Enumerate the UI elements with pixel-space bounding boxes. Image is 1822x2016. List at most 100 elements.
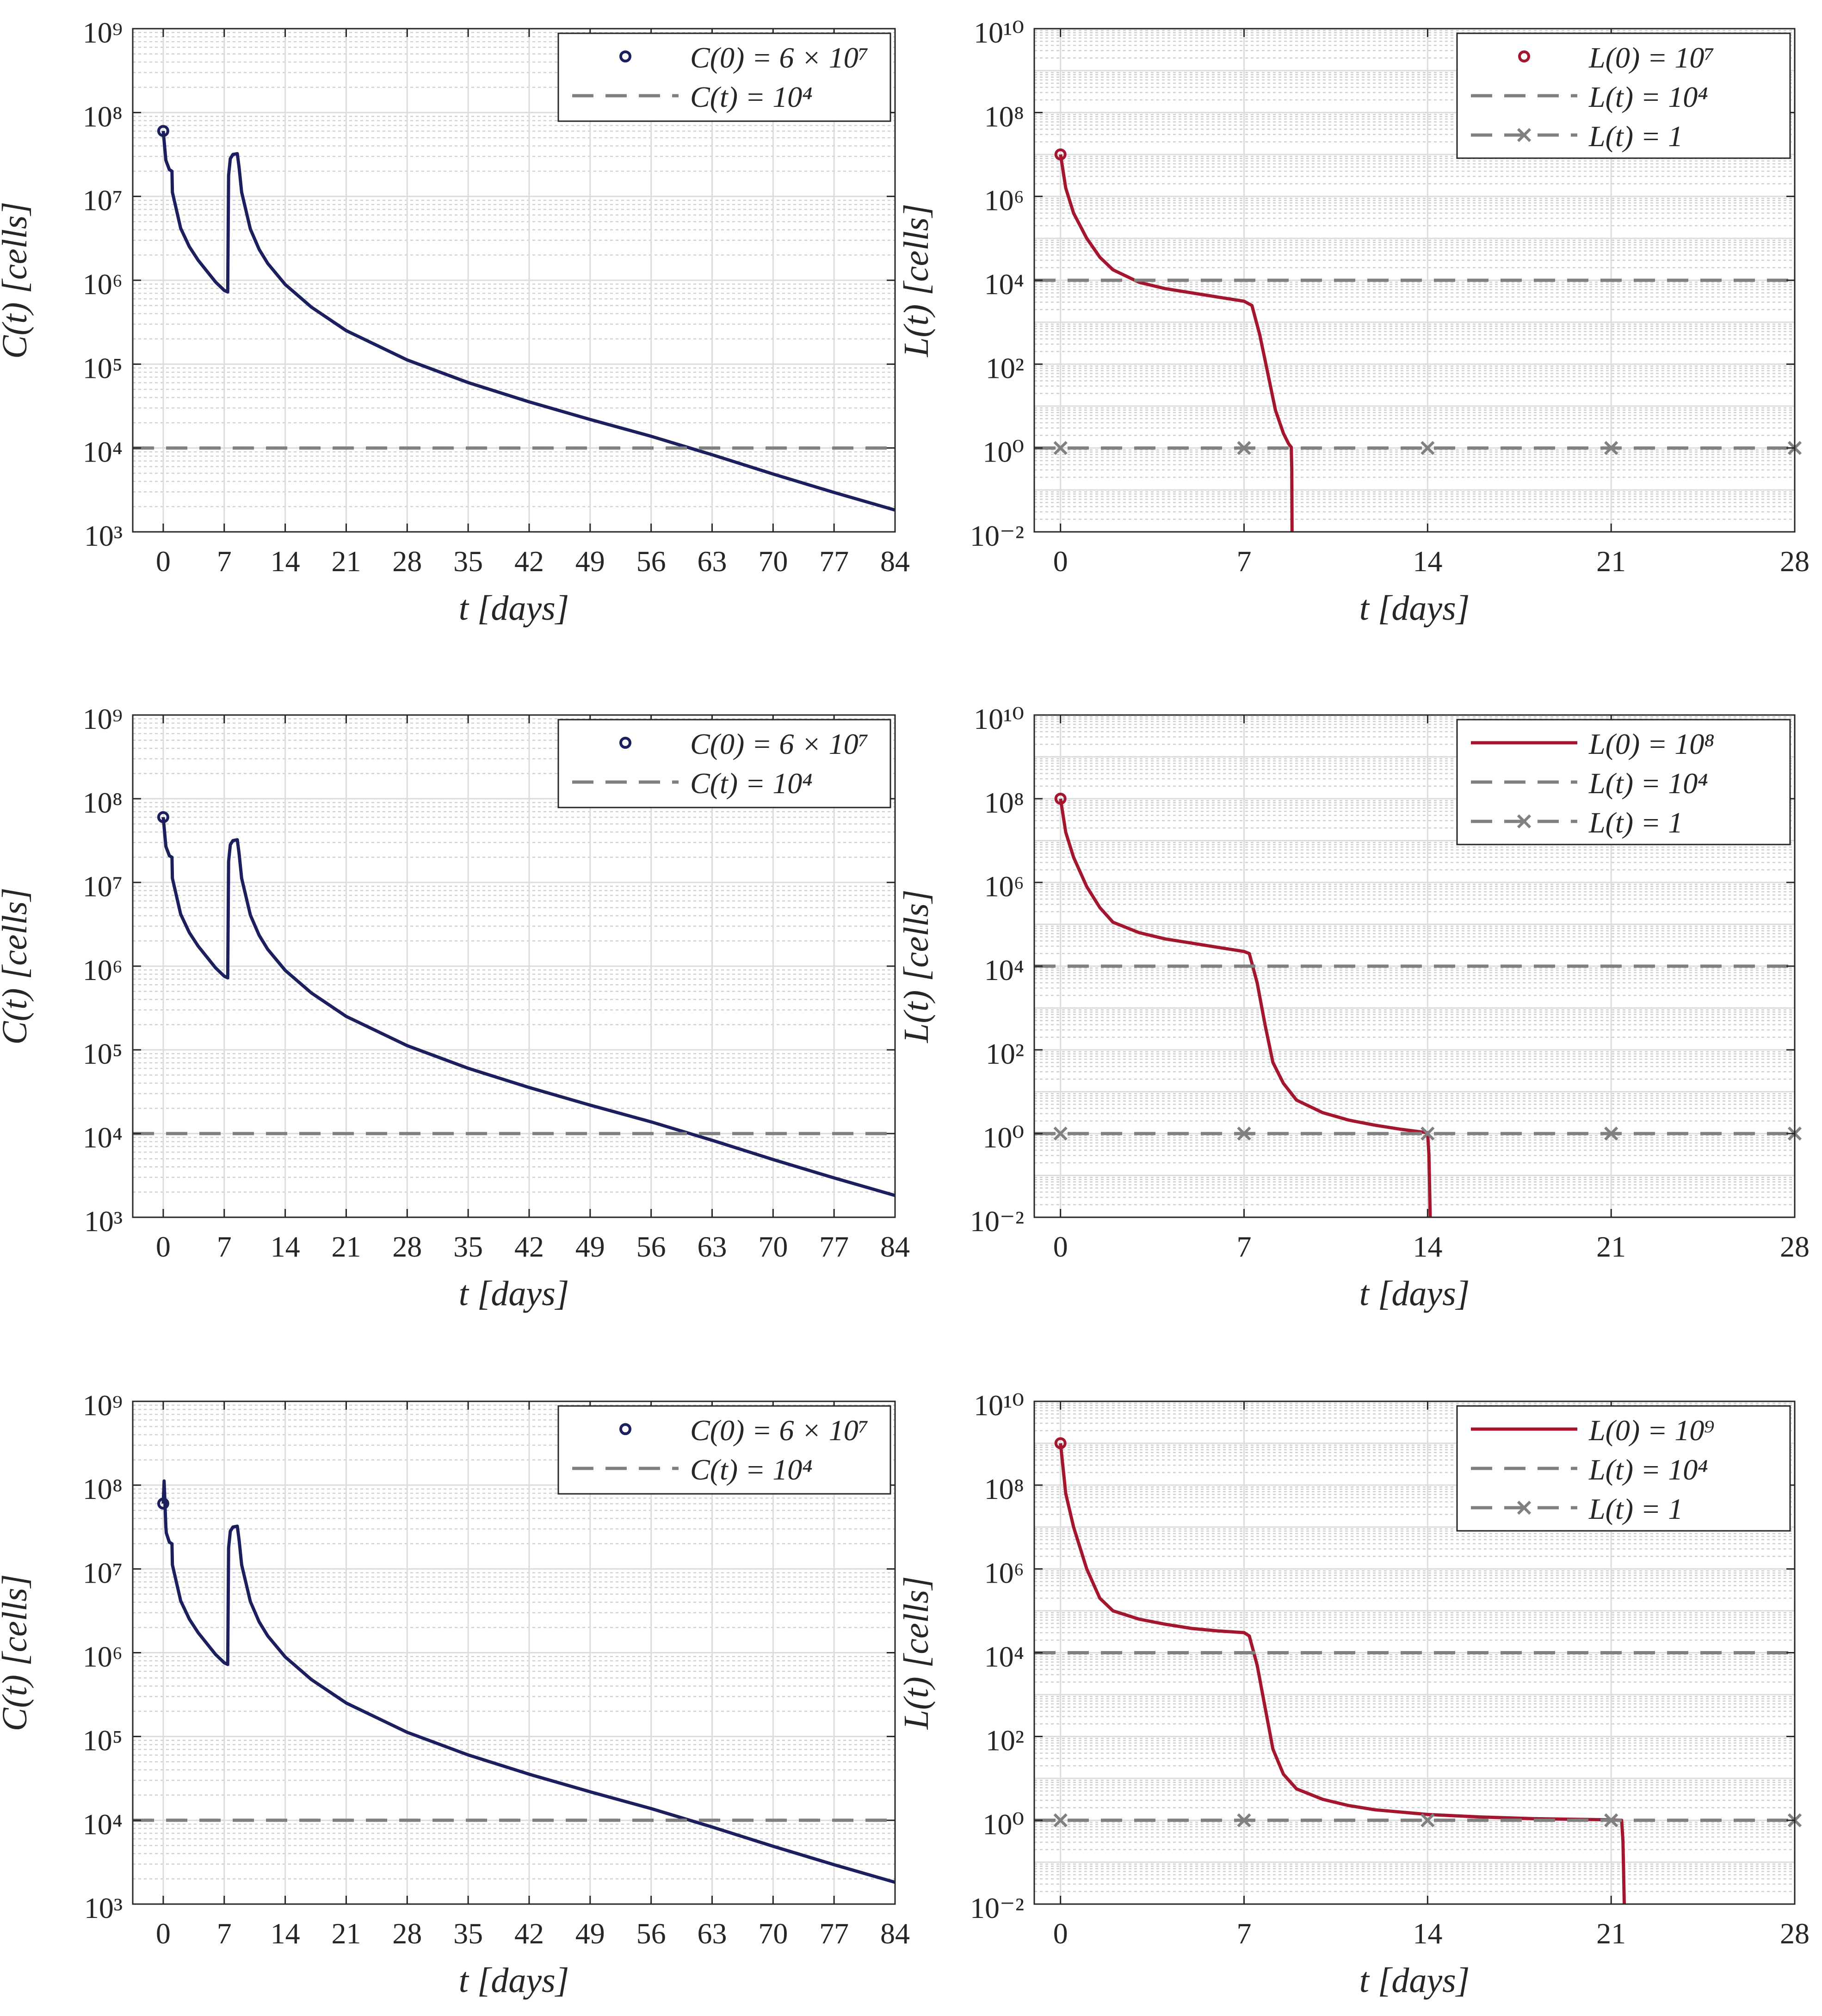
legend: L(0) = 10⁸ L(t) = 10⁴ L(t) = 1	[1456, 719, 1791, 845]
legend-label: C(0) = 6 × 10⁷	[690, 1414, 869, 1447]
x-tick-label: 28	[1780, 1230, 1810, 1263]
x-tick-label: 42	[514, 1230, 544, 1263]
x-axis-label: t [days]	[459, 1274, 569, 1313]
legend-label: L(0) = 10⁸	[1588, 727, 1715, 760]
x-marker	[1604, 1813, 1618, 1827]
subplot-l2: 10⁻² 10⁰ 10² 10⁴ 10⁶ 10⁸ 10¹⁰ 0 7 14 21 28 t [days] L…	[897, 703, 1810, 1313]
legend-box	[557, 719, 891, 808]
legend: L(0) = 10⁷ L(t) = 10⁴ L(t) = 1	[1456, 32, 1791, 159]
x-tick-label: 7	[1237, 545, 1252, 578]
y-axis-label: L(t) [cells]	[897, 889, 936, 1043]
y-tick-label: 10⁴	[83, 1121, 123, 1154]
y-tick-label: 10⁷	[83, 184, 123, 217]
y-tick-label: 10⁷	[83, 870, 123, 903]
y-tick-label: 10⁶	[984, 184, 1024, 217]
y-tick-label: 10⁸	[83, 786, 123, 819]
x-marker	[1053, 1813, 1068, 1827]
initial-value-marker	[157, 125, 169, 137]
y-axis-label: L(t) [cells]	[897, 203, 936, 357]
y-tick-label: 10³	[84, 1205, 123, 1238]
y-tick-label: 10⁹	[83, 16, 123, 49]
legend-marker-icon	[619, 50, 631, 62]
y-axis-label: C(t) [cells]	[0, 202, 34, 359]
y-tick-label: 10⁷	[83, 1556, 123, 1589]
x-tick-label: 49	[575, 545, 605, 578]
y-tick-label: 10⁶	[984, 1556, 1024, 1589]
x-tick-label: 35	[453, 1230, 483, 1263]
x-tick-label: 21	[331, 545, 361, 578]
x-tick-label: 49	[575, 1917, 605, 1950]
legend-box	[557, 1405, 891, 1495]
legend-label: C(t) = 10⁴	[690, 1453, 813, 1486]
x-tick-label: 70	[758, 545, 788, 578]
legend-x-icon	[1517, 1500, 1532, 1515]
x-marker	[1237, 441, 1251, 455]
x-tick-label: 77	[819, 545, 849, 578]
y-axis-label: C(t) [cells]	[0, 888, 34, 1045]
y-tick-label: 10⁴	[984, 954, 1024, 986]
x-tick-label: 14	[1413, 545, 1442, 578]
y-tick-label: 10⁴	[984, 268, 1024, 301]
x-tick-label: 21	[1596, 1230, 1626, 1263]
x-tick-label: 14	[271, 1230, 300, 1263]
x-axis-label: t [days]	[1359, 1961, 1470, 2000]
y-tick-label: 10⁰	[982, 1121, 1024, 1154]
x-tick-label: 0	[1053, 1917, 1068, 1950]
x-tick-label: 49	[575, 1230, 605, 1263]
legend-label: C(t) = 10⁴	[690, 80, 813, 113]
x-tick-label: 56	[636, 545, 666, 578]
x-tick-label: 0	[1053, 545, 1068, 578]
x-marker	[1421, 1126, 1435, 1141]
legend-label: C(0) = 6 × 10⁷	[690, 727, 869, 760]
y-tick-label: 10⁸	[984, 786, 1024, 819]
x-tick-label: 21	[331, 1230, 361, 1263]
x-tick-label: 7	[217, 545, 232, 578]
y-tick-label: 10¹⁰	[974, 1389, 1024, 1422]
subplot-l1: 10⁻² 10⁰ 10² 10⁴ 10⁶ 10⁸ 10¹⁰ 0 7 14 21 28 t [days] L…	[897, 16, 1810, 628]
y-tick-label: 10¹⁰	[974, 16, 1024, 49]
legend-label: C(t) = 10⁴	[690, 767, 813, 800]
x-tick-label: 63	[697, 1230, 727, 1263]
x-tick-label: 14	[271, 545, 300, 578]
x-tick-label: 63	[697, 1917, 727, 1950]
subplot-l3: 10⁻² 10⁰ 10² 10⁴ 10⁶ 10⁸ 10¹⁰ 0 7 14 21 28 t [days] L…	[897, 1389, 1810, 2000]
x-marker	[1237, 1126, 1251, 1141]
y-tick-label: 10⁻²	[970, 1892, 1024, 1924]
legend-label: L(t) = 1	[1588, 1492, 1683, 1525]
y-tick-label: 10⁸	[984, 100, 1024, 133]
x-tick-label: 0	[156, 1917, 171, 1950]
initial-value-marker	[157, 811, 169, 823]
initial-value-marker	[157, 1498, 169, 1510]
legend-label: L(0) = 10⁷	[1588, 41, 1715, 74]
y-tick-label: 10⁻²	[970, 519, 1024, 552]
y-axis-label: L(t) [cells]	[897, 1576, 936, 1730]
series-line	[1059, 798, 1432, 1218]
y-tick-label: 10⁶	[83, 954, 123, 986]
subplot-c2: 10³ 10⁴ 10⁵ 10⁶ 10⁷ 10⁸ 10⁹ 0 7 14 21 28 35 42 49 56 63 7…	[0, 703, 910, 1313]
series-line	[161, 1479, 896, 1884]
x-tick-label: 56	[636, 1917, 666, 1950]
y-tick-label: 10²	[986, 351, 1024, 384]
legend-marker-icon	[1518, 50, 1530, 62]
x-tick-label: 84	[880, 1230, 910, 1263]
y-tick-label: 10⁵	[83, 1724, 123, 1757]
legend: C(0) = 6 × 10⁷ C(t) = 10⁴	[557, 719, 891, 808]
x-tick-label: 28	[392, 1230, 422, 1263]
x-tick-label: 21	[1596, 1917, 1626, 1950]
x-tick-label: 28	[1780, 1917, 1810, 1950]
x-marker	[1421, 441, 1435, 455]
x-tick-label: 70	[758, 1230, 788, 1263]
series-line	[1059, 154, 1294, 532]
x-tick-label: 7	[1237, 1917, 1252, 1950]
y-tick-label: 10⁶	[83, 268, 123, 301]
y-tick-label: 10⁴	[984, 1640, 1024, 1673]
x-tick-label: 77	[819, 1230, 849, 1263]
x-tick-label: 42	[514, 1917, 544, 1950]
series-line	[161, 130, 896, 512]
initial-value-marker	[1054, 1437, 1067, 1449]
y-tick-label: 10²	[986, 1037, 1024, 1070]
x-tick-label: 35	[453, 1917, 483, 1950]
legend-marker-icon	[619, 737, 631, 749]
series-line	[1059, 1443, 1626, 1905]
